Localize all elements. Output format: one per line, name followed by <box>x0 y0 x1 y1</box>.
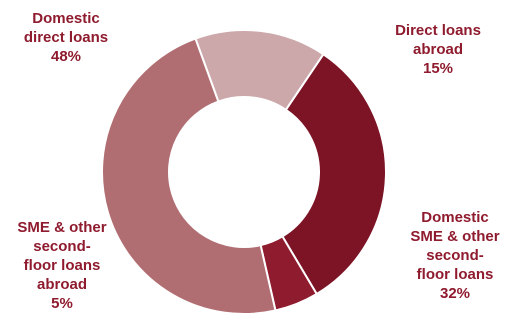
slice-label-domestic-sme-other-second-floor-loans: Domestic SME & other second-floor loans 32% <box>410 209 499 302</box>
slice-value-label: 48% <box>51 48 81 65</box>
slice-label-line: Domestic <box>32 10 100 27</box>
slice-label-line: SME & other <box>410 228 499 245</box>
slice-value-label: 15% <box>423 60 453 77</box>
slice-label-sme-other-second-floor-loans-abroad: SME & other second-floor loans abroad 5% <box>17 219 106 312</box>
slice-label-line: second- <box>426 247 484 264</box>
slice-label-direct-loans-abroad: Direct loans abroad 15% <box>395 22 481 77</box>
slice-label-line: abroad <box>37 276 87 293</box>
slice-label-line: direct loans <box>24 29 108 46</box>
slice-label-line: floor loans <box>417 266 494 283</box>
slice-value-label: 32% <box>440 285 470 302</box>
slice-label-line: Direct loans <box>395 22 481 39</box>
slice-label-domestic-direct-loans: Domestic direct loans 48% <box>24 10 108 65</box>
slice-label-line: second- <box>33 238 91 255</box>
slice-label-line: abroad <box>413 41 463 58</box>
slice-value-label: 5% <box>51 295 73 312</box>
slice-label-line: floor loans <box>24 257 101 274</box>
slice-label-line: Domestic <box>421 209 489 226</box>
slice-labels: Direct loans abroad 15% Domestic SME & other… <box>17 10 499 312</box>
donut-slices <box>101 29 387 315</box>
slice-label-line: SME & other <box>17 219 106 236</box>
slice-domestic-direct-loans <box>101 37 277 315</box>
slice-domestic-sme-other-second-floor-loans <box>281 52 387 296</box>
